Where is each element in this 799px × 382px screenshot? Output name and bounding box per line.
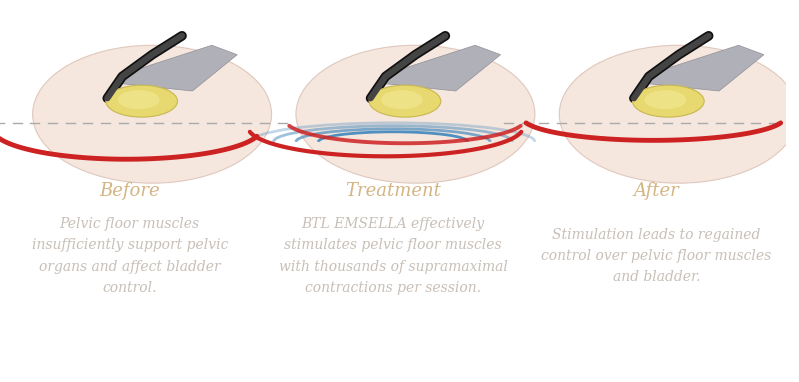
Text: Pelvic floor muscles
insufficiently support pelvic
organs and affect bladder
con: Pelvic floor muscles insufficiently supp…: [31, 217, 228, 295]
Ellipse shape: [369, 85, 441, 117]
Ellipse shape: [33, 45, 272, 183]
Ellipse shape: [559, 45, 798, 183]
Ellipse shape: [296, 45, 535, 183]
Ellipse shape: [381, 90, 423, 109]
Text: Before: Before: [99, 182, 160, 200]
Ellipse shape: [117, 90, 160, 109]
Polygon shape: [122, 45, 237, 91]
Polygon shape: [386, 45, 500, 91]
Text: Stimulation leads to regained
control over pelvic floor muscles
and bladder.: Stimulation leads to regained control ov…: [541, 228, 772, 284]
Polygon shape: [649, 45, 764, 91]
Text: BTL EMSELLA effectively
stimulates pelvic floor muscles
with thousands of supram: BTL EMSELLA effectively stimulates pelvi…: [279, 217, 507, 295]
Ellipse shape: [645, 90, 686, 109]
Text: Treatment: Treatment: [345, 182, 441, 200]
Ellipse shape: [633, 85, 704, 117]
Ellipse shape: [105, 85, 177, 117]
Text: After: After: [634, 182, 679, 200]
